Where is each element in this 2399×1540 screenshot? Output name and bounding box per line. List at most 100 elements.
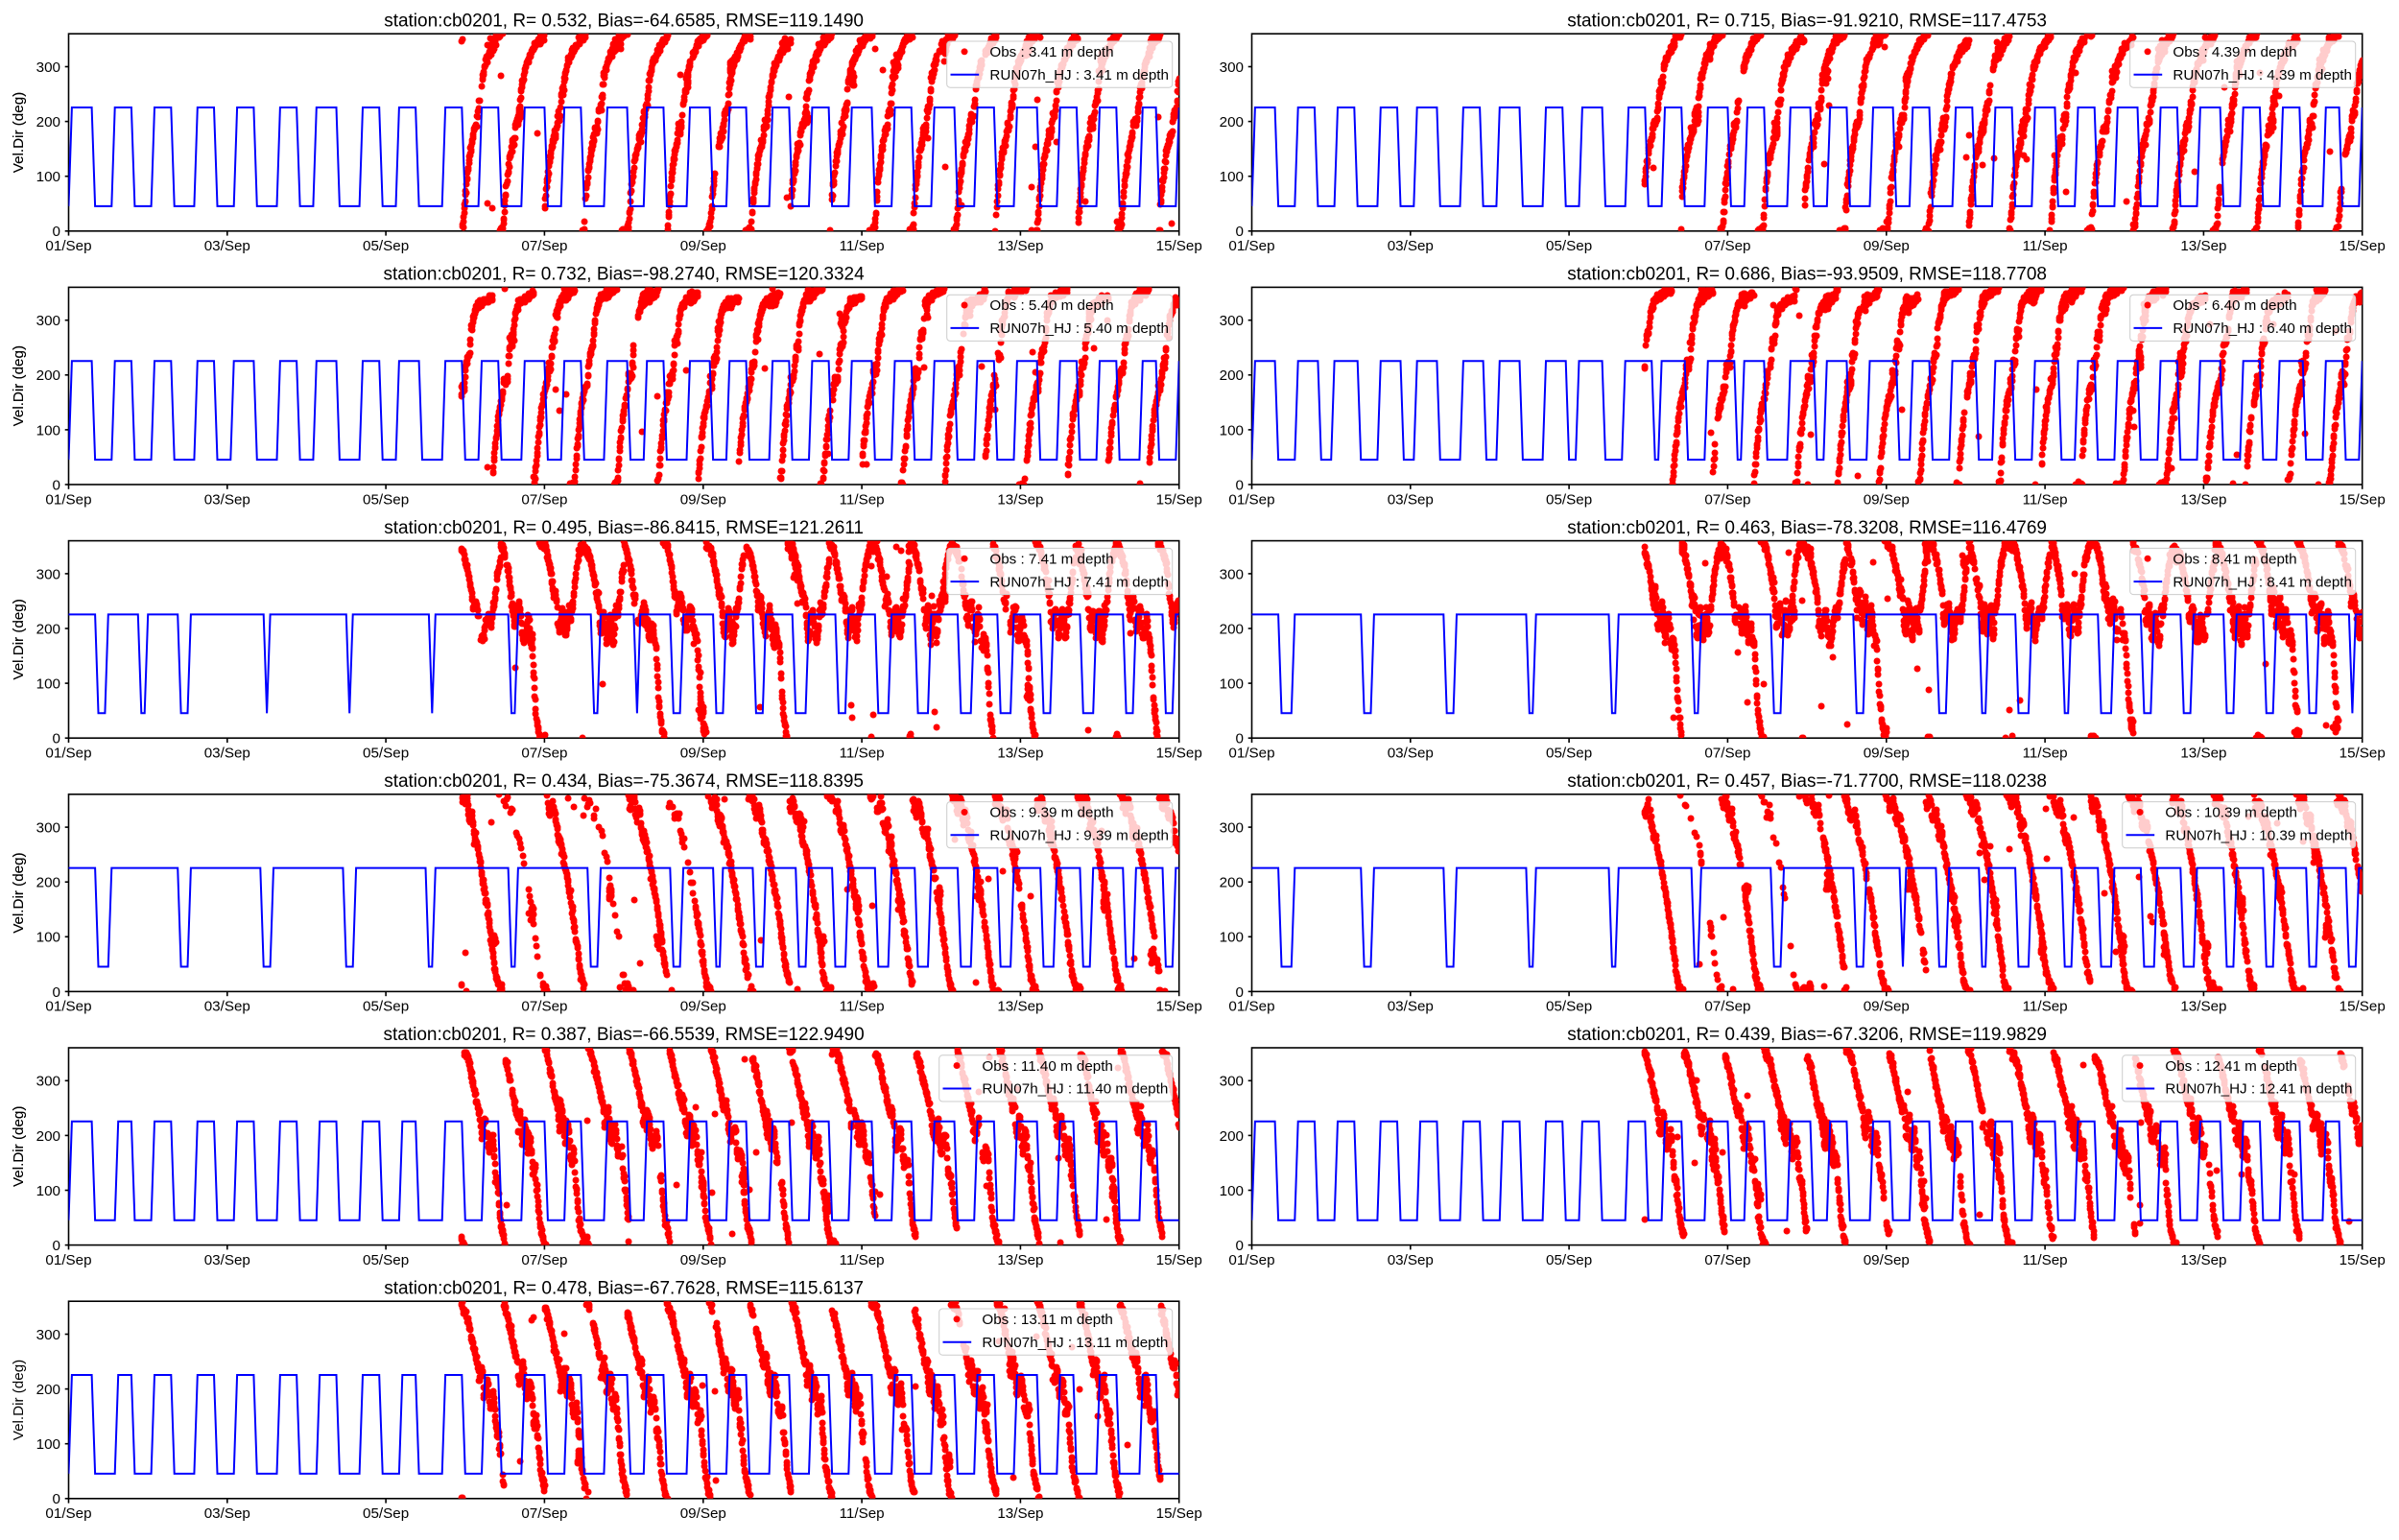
svg-text:Vel.Dir (deg): Vel.Dir (deg) [11, 1106, 27, 1187]
svg-text:200: 200 [1220, 114, 1244, 130]
svg-text:station:cb0201, R= 0.457, Bias: station:cb0201, R= 0.457, Bias=-71.7700,… [1567, 771, 2047, 792]
svg-text:09/Sep: 09/Sep [1864, 238, 1910, 254]
svg-text:Vel.Dir (deg): Vel.Dir (deg) [11, 852, 27, 933]
svg-text:13/Sep: 13/Sep [2180, 238, 2226, 254]
svg-text:05/Sep: 05/Sep [363, 999, 409, 1015]
svg-text:11/Sep: 11/Sep [840, 238, 885, 254]
svg-text:01/Sep: 01/Sep [1228, 746, 1274, 762]
svg-text:0: 0 [53, 984, 60, 1001]
svg-text:Vel.Dir (deg): Vel.Dir (deg) [11, 1360, 27, 1440]
svg-text:100: 100 [36, 1183, 60, 1199]
svg-text:0: 0 [1236, 477, 1244, 493]
svg-text:RUN07h_HJ : 5.40 m depth: RUN07h_HJ : 5.40 m depth [989, 320, 1169, 337]
svg-text:100: 100 [1220, 676, 1244, 693]
svg-text:09/Sep: 09/Sep [1864, 1252, 1910, 1268]
svg-text:Vel.Dir (deg): Vel.Dir (deg) [11, 852, 27, 933]
svg-text:13/Sep: 13/Sep [2180, 999, 2226, 1015]
svg-text:05/Sep: 05/Sep [363, 491, 409, 508]
svg-text:RUN07h_HJ : 8.41 m depth: RUN07h_HJ : 8.41 m depth [2173, 574, 2352, 590]
svg-text:03/Sep: 03/Sep [204, 1505, 250, 1522]
svg-text:station:cb0201, R= 0.439, Bias: station:cb0201, R= 0.439, Bias=-67.3206,… [1567, 1025, 2047, 1045]
svg-text:station:cb0201, R= 0.732, Bias: station:cb0201, R= 0.732, Bias=-98.2740,… [383, 265, 865, 285]
svg-text:300: 300 [36, 1074, 60, 1090]
svg-text:13/Sep: 13/Sep [2180, 1252, 2226, 1268]
svg-text:300: 300 [36, 566, 60, 582]
svg-text:station:cb0201, R= 0.532, Bias: station:cb0201, R= 0.532, Bias=-64.6585,… [384, 11, 864, 31]
svg-text:0: 0 [53, 477, 60, 493]
svg-text:01/Sep: 01/Sep [45, 491, 91, 508]
svg-text:300: 300 [1220, 1074, 1244, 1090]
svg-text:15/Sep: 15/Sep [1156, 1505, 1202, 1522]
svg-text:Vel.Dir (deg): Vel.Dir (deg) [11, 599, 27, 679]
svg-text:100: 100 [36, 676, 60, 693]
svg-text:0: 0 [1236, 731, 1244, 747]
svg-text:07/Sep: 07/Sep [521, 746, 567, 762]
svg-text:11/Sep: 11/Sep [2023, 238, 2068, 254]
svg-text:Vel.Dir (deg): Vel.Dir (deg) [11, 92, 27, 173]
svg-text:01/Sep: 01/Sep [1228, 238, 1274, 254]
svg-text:200: 200 [36, 114, 60, 130]
svg-text:05/Sep: 05/Sep [1546, 746, 1592, 762]
svg-text:11/Sep: 11/Sep [2023, 491, 2068, 508]
svg-text:station:cb0201, R= 0.434, Bias: station:cb0201, R= 0.434, Bias=-75.3674,… [384, 771, 864, 792]
svg-text:09/Sep: 09/Sep [1864, 746, 1910, 762]
svg-text:07/Sep: 07/Sep [521, 238, 567, 254]
svg-text:15/Sep: 15/Sep [2340, 999, 2386, 1015]
svg-text:Obs : 11.40 m depth: Obs : 11.40 m depth [982, 1058, 1113, 1075]
svg-text:01/Sep: 01/Sep [45, 746, 91, 762]
svg-text:07/Sep: 07/Sep [1704, 746, 1750, 762]
svg-text:0: 0 [53, 224, 60, 240]
svg-text:Obs : 10.39 m depth: Obs : 10.39 m depth [2165, 805, 2297, 821]
svg-text:200: 200 [36, 621, 60, 637]
svg-text:200: 200 [1220, 1128, 1244, 1145]
svg-text:07/Sep: 07/Sep [521, 999, 567, 1015]
svg-text:13/Sep: 13/Sep [997, 999, 1043, 1015]
svg-text:100: 100 [1220, 1183, 1244, 1199]
svg-text:07/Sep: 07/Sep [1704, 999, 1750, 1015]
svg-text:15/Sep: 15/Sep [1156, 746, 1202, 762]
svg-text:100: 100 [1220, 169, 1244, 185]
svg-text:100: 100 [1220, 930, 1244, 946]
svg-text:200: 200 [1220, 621, 1244, 637]
svg-text:Obs : 13.11 m depth: Obs : 13.11 m depth [982, 1312, 1113, 1328]
svg-text:Obs : 3.41 m depth: Obs : 3.41 m depth [989, 44, 1113, 60]
svg-text:01/Sep: 01/Sep [45, 238, 91, 254]
svg-text:03/Sep: 03/Sep [1388, 746, 1434, 762]
svg-text:200: 200 [1220, 367, 1244, 384]
svg-text:RUN07h_HJ : 9.39 m depth: RUN07h_HJ : 9.39 m depth [989, 828, 1169, 844]
svg-text:05/Sep: 05/Sep [1546, 238, 1592, 254]
svg-text:11/Sep: 11/Sep [2023, 746, 2068, 762]
svg-text:RUN07h_HJ : 3.41 m depth: RUN07h_HJ : 3.41 m depth [989, 67, 1169, 83]
svg-text:11/Sep: 11/Sep [840, 746, 885, 762]
svg-text:Obs : 9.39 m depth: Obs : 9.39 m depth [989, 805, 1113, 821]
svg-text:13/Sep: 13/Sep [997, 1505, 1043, 1522]
svg-text:300: 300 [36, 820, 60, 837]
svg-text:03/Sep: 03/Sep [204, 1252, 250, 1268]
svg-text:03/Sep: 03/Sep [204, 999, 250, 1015]
svg-text:100: 100 [36, 422, 60, 438]
svg-text:Obs : 5.40 m depth: Obs : 5.40 m depth [989, 297, 1113, 314]
svg-text:15/Sep: 15/Sep [1156, 1252, 1202, 1268]
svg-text:03/Sep: 03/Sep [1388, 999, 1434, 1015]
svg-text:RUN07h_HJ : 12.41 m depth: RUN07h_HJ : 12.41 m depth [2165, 1081, 2352, 1098]
svg-text:300: 300 [1220, 59, 1244, 76]
svg-text:13/Sep: 13/Sep [997, 491, 1043, 508]
svg-text:station:cb0201, R= 0.495, Bias: station:cb0201, R= 0.495, Bias=-86.8415,… [384, 518, 864, 538]
svg-text:RUN07h_HJ : 7.41 m depth: RUN07h_HJ : 7.41 m depth [989, 574, 1169, 590]
svg-text:0: 0 [53, 1238, 60, 1254]
svg-text:0: 0 [1236, 224, 1244, 240]
svg-text:07/Sep: 07/Sep [521, 1505, 567, 1522]
svg-text:300: 300 [1220, 566, 1244, 582]
svg-text:01/Sep: 01/Sep [45, 1252, 91, 1268]
svg-text:15/Sep: 15/Sep [2340, 238, 2386, 254]
svg-text:300: 300 [1220, 313, 1244, 329]
svg-text:13/Sep: 13/Sep [997, 1252, 1043, 1268]
svg-text:Obs : 12.41 m depth: Obs : 12.41 m depth [2165, 1058, 2297, 1075]
svg-text:Vel.Dir (deg): Vel.Dir (deg) [11, 599, 27, 679]
svg-text:0: 0 [53, 731, 60, 747]
svg-text:11/Sep: 11/Sep [840, 1252, 885, 1268]
svg-text:station:cb0201, R= 0.686, Bias: station:cb0201, R= 0.686, Bias=-93.9509,… [1567, 265, 2047, 285]
svg-text:09/Sep: 09/Sep [680, 238, 726, 254]
svg-text:Vel.Dir (deg): Vel.Dir (deg) [11, 1106, 27, 1187]
svg-text:11/Sep: 11/Sep [2023, 999, 2068, 1015]
